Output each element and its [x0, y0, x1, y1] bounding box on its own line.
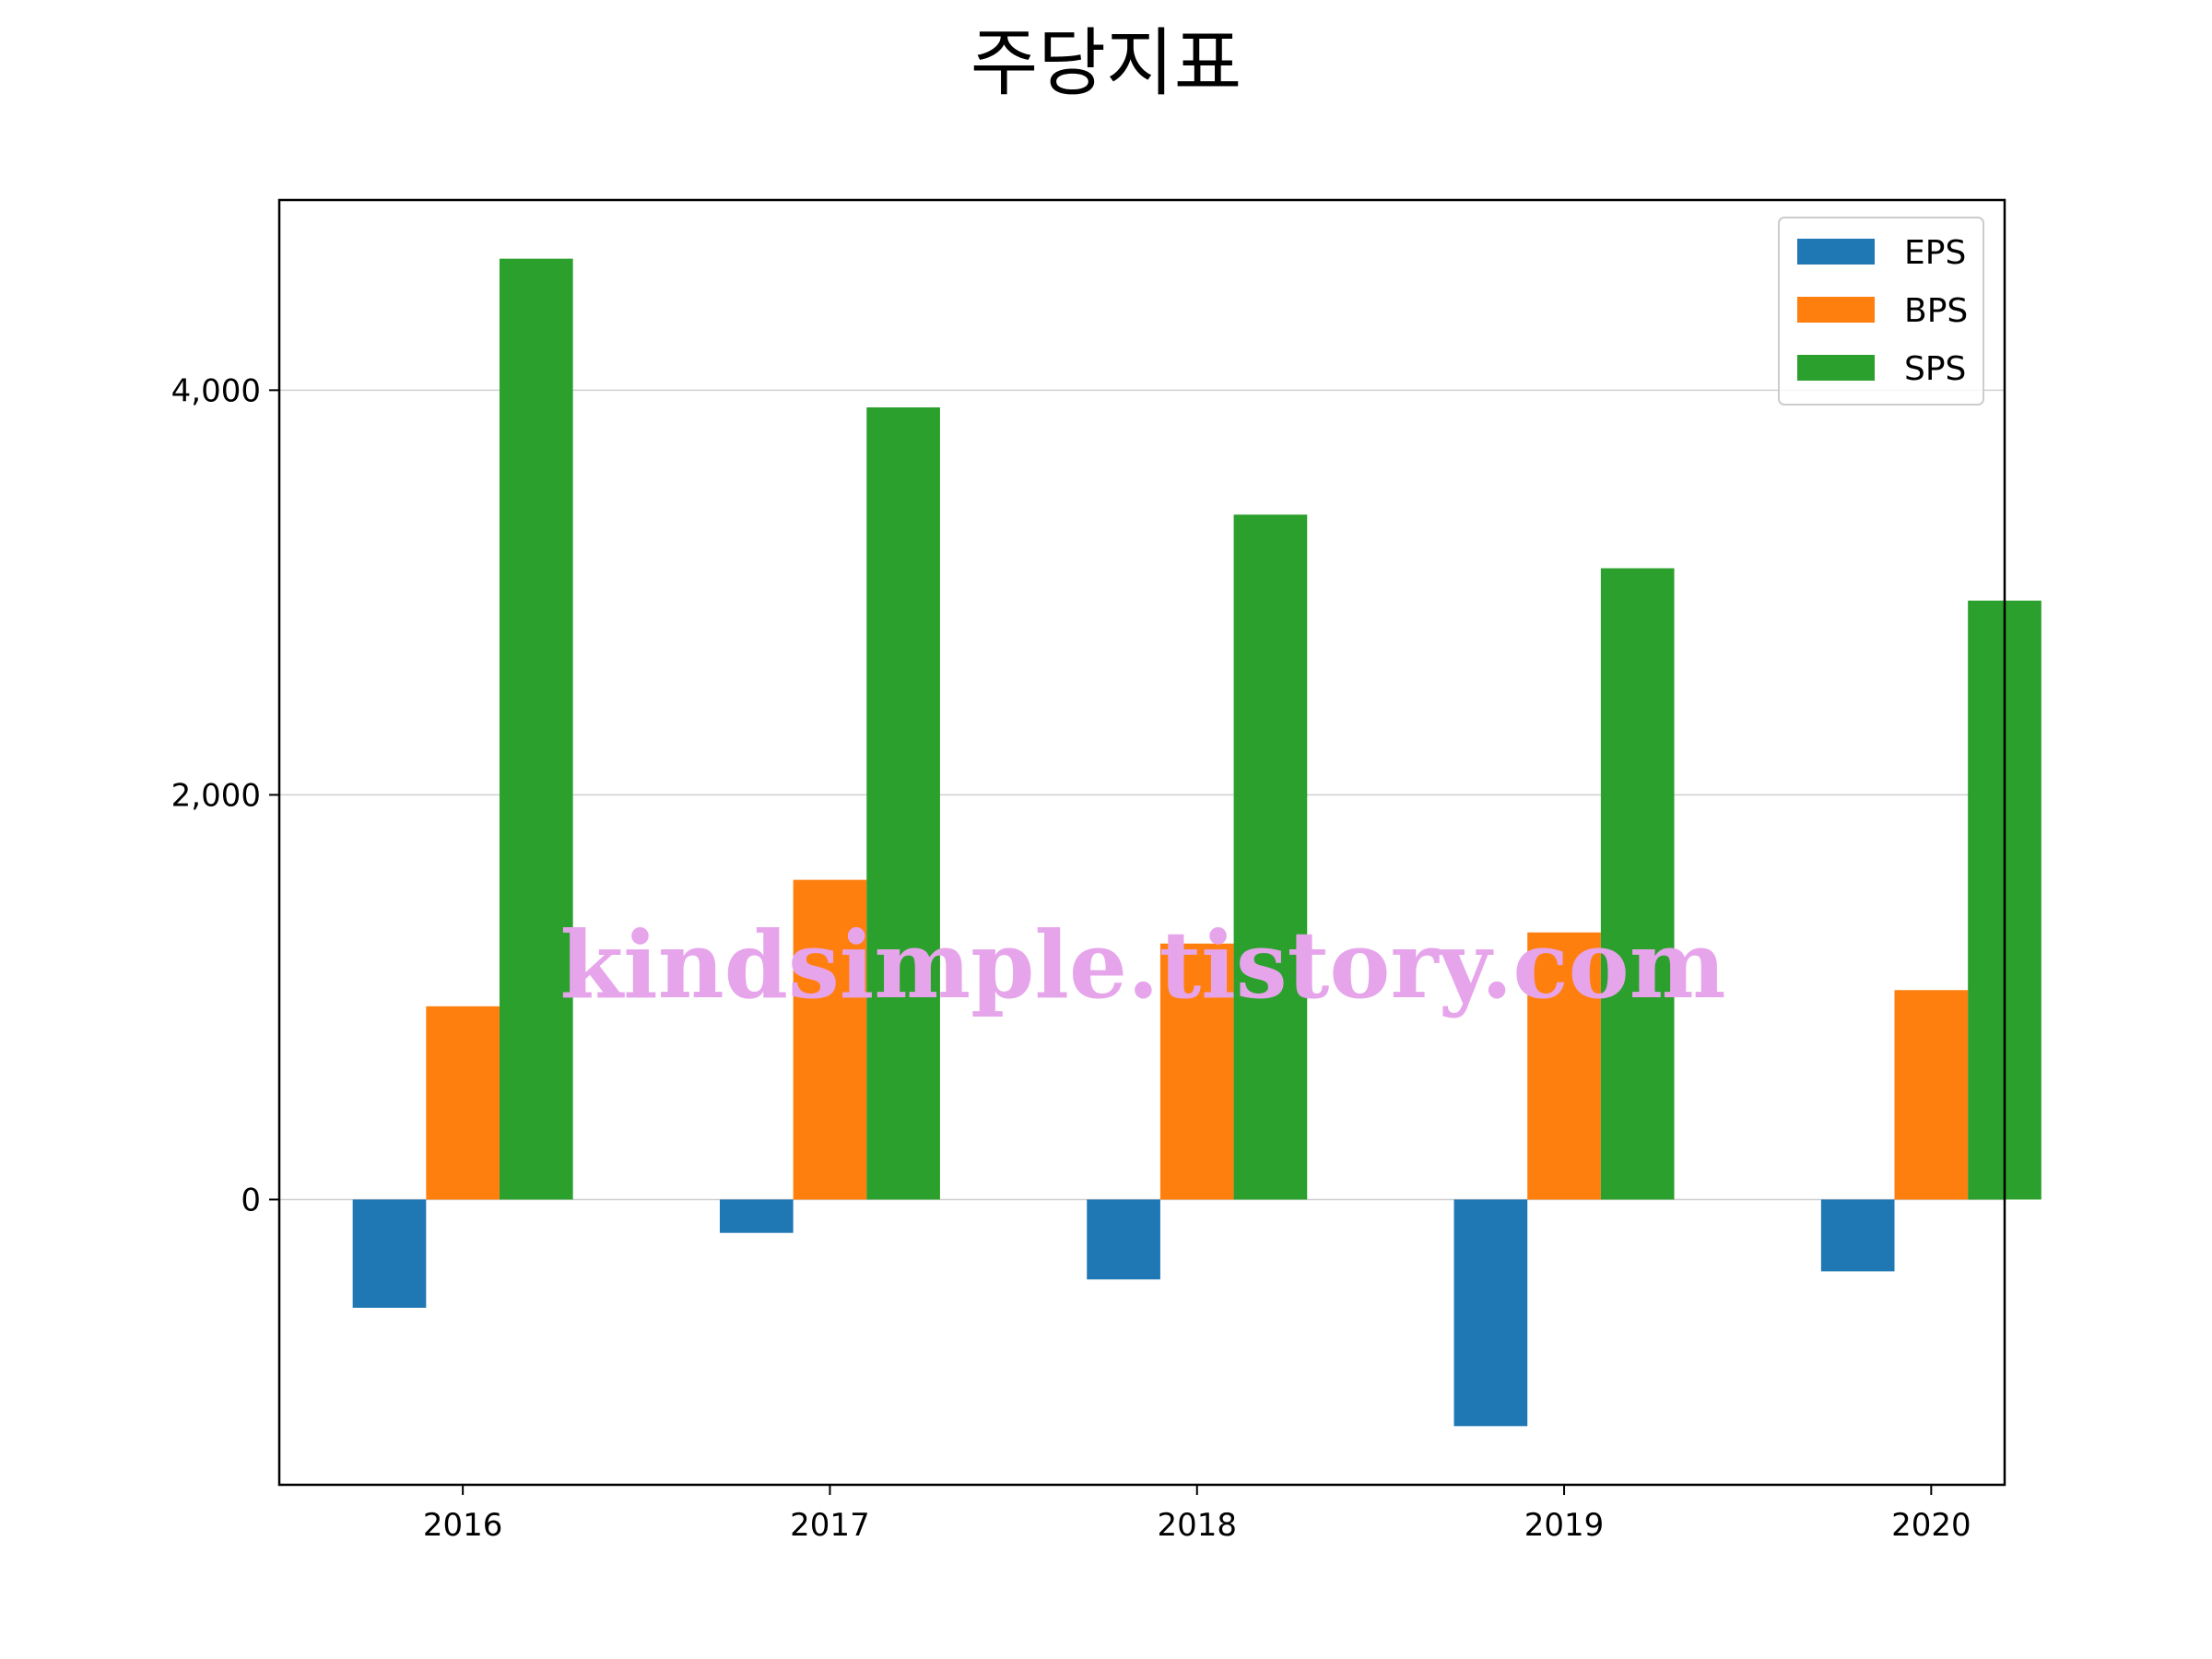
bar-sps-2019 [1600, 568, 1675, 1200]
legend-swatch-sps [1797, 355, 1875, 381]
bar-bps-2018 [1159, 943, 1234, 1200]
y-tick-label: 4,000 [171, 372, 261, 409]
y-tick-label: 0 [241, 1182, 261, 1218]
bar-eps-2019 [1453, 1199, 1528, 1427]
x-tick-label: 2019 [1524, 1507, 1605, 1544]
legend-label-sps: SPS [1904, 350, 1966, 388]
plot-frame [277, 198, 2006, 1487]
bar-bps-2017 [793, 879, 867, 1200]
legend-label-eps: EPS [1904, 234, 1966, 272]
chart-title: 주당지표 [971, 20, 1241, 106]
bar-sps-2016 [499, 258, 573, 1200]
legend-label-bps: BPS [1904, 292, 1968, 330]
watermark: kindsimple.tistory.com [560, 911, 1726, 1019]
x-tick-label: 2018 [1157, 1507, 1237, 1544]
x-tick-label: 2017 [790, 1507, 870, 1544]
bar-eps-2017 [719, 1199, 794, 1233]
legend: EPS BPS SPS [1778, 217, 1984, 406]
bars [352, 258, 2041, 1427]
legend-swatch-eps [1797, 239, 1875, 265]
x-tick-label: 2016 [423, 1507, 503, 1544]
bar-sps-2017 [866, 407, 940, 1200]
y-tick-label: 2,000 [171, 777, 261, 814]
x-axis-ticks: 2016 2017 2018 2019 2020 [423, 1485, 1971, 1544]
legend-swatch-bps [1797, 297, 1875, 323]
y-axis-ticks: 0 2,000 4,000 [171, 372, 279, 1218]
bar-eps-2018 [1087, 1199, 1160, 1280]
bar-bps-2016 [426, 1006, 500, 1200]
x-tick-label: 2020 [1891, 1507, 1971, 1544]
bar-bps-2020 [1894, 990, 1969, 1200]
bar-bps-2019 [1527, 932, 1601, 1200]
bar-eps-2016 [352, 1199, 427, 1308]
bar-sps-2018 [1233, 514, 1308, 1200]
bar-eps-2020 [1820, 1199, 1895, 1272]
